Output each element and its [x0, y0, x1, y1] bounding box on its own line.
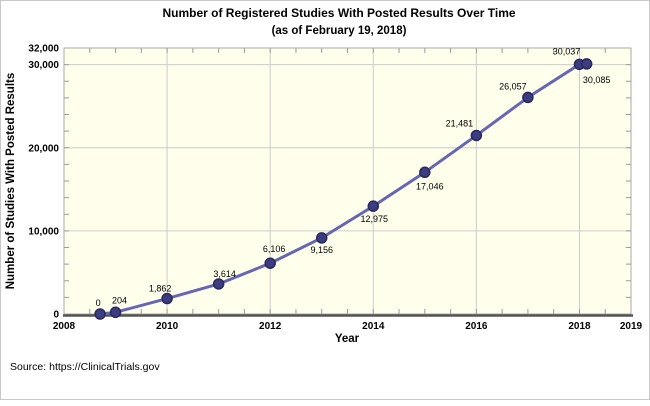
data-point-label: 6,106 [263, 244, 286, 254]
data-point-label: 3,614 [213, 269, 236, 279]
y-tick-label: 32,000 [28, 44, 59, 55]
data-point-label: 9,156 [310, 245, 333, 255]
data-point-label: 17,046 [416, 181, 444, 191]
source-link: Source: https://ClinicalTrials.gov [10, 361, 160, 373]
data-point-label: 30,085 [583, 75, 611, 85]
data-point [315, 232, 328, 244]
chart-title: Number of Registered Studies With Posted… [162, 6, 515, 20]
data-point-label: 1,862 [149, 284, 172, 294]
data-point-label: 26,057 [499, 81, 527, 91]
data-point [367, 200, 380, 212]
y-tick-label: 30,000 [28, 60, 59, 71]
x-tick-label: 2010 [156, 321, 179, 332]
data-point [94, 308, 106, 320]
data-point [109, 306, 122, 319]
data-point [522, 91, 534, 104]
x-tick-label: 2012 [259, 321, 282, 332]
y-axis-title: Number of Studies With Posted Results [5, 73, 17, 290]
data-point [419, 166, 431, 179]
data-point [161, 292, 173, 305]
data-point [264, 257, 276, 269]
plot-dynamic: 2008 2010 2012 2014 2016 2018 2019 0 10,000 20,00… [28, 44, 642, 333]
y-tick-label: 0 [53, 310, 59, 321]
data-point-label: 0 [96, 298, 101, 308]
data-point-label: 21,481 [446, 118, 474, 128]
data-point [470, 129, 483, 142]
data-point [212, 278, 225, 290]
x-axis-title: Year [335, 333, 360, 345]
y-tick-label: 20,000 [28, 143, 59, 154]
data-point [580, 58, 593, 70]
x-tick-label: 2014 [362, 321, 385, 332]
x-tick-label: 2016 [465, 321, 488, 332]
plot-border [63, 47, 632, 315]
data-point-label: 30,037 [553, 46, 581, 56]
series-line [98, 62, 589, 316]
data-point-label: 204 [112, 295, 127, 305]
x-tick-label: 2018 [568, 321, 591, 332]
plot-area [64, 48, 631, 314]
y-tick-label: 10,000 [28, 226, 59, 237]
chart-subtitle: (as of February 19, 2018) [272, 25, 407, 37]
data-point-label: 12,975 [361, 214, 389, 224]
x-tick-label: 2008 [53, 321, 76, 332]
x-tick-label: 2019 [620, 321, 643, 332]
